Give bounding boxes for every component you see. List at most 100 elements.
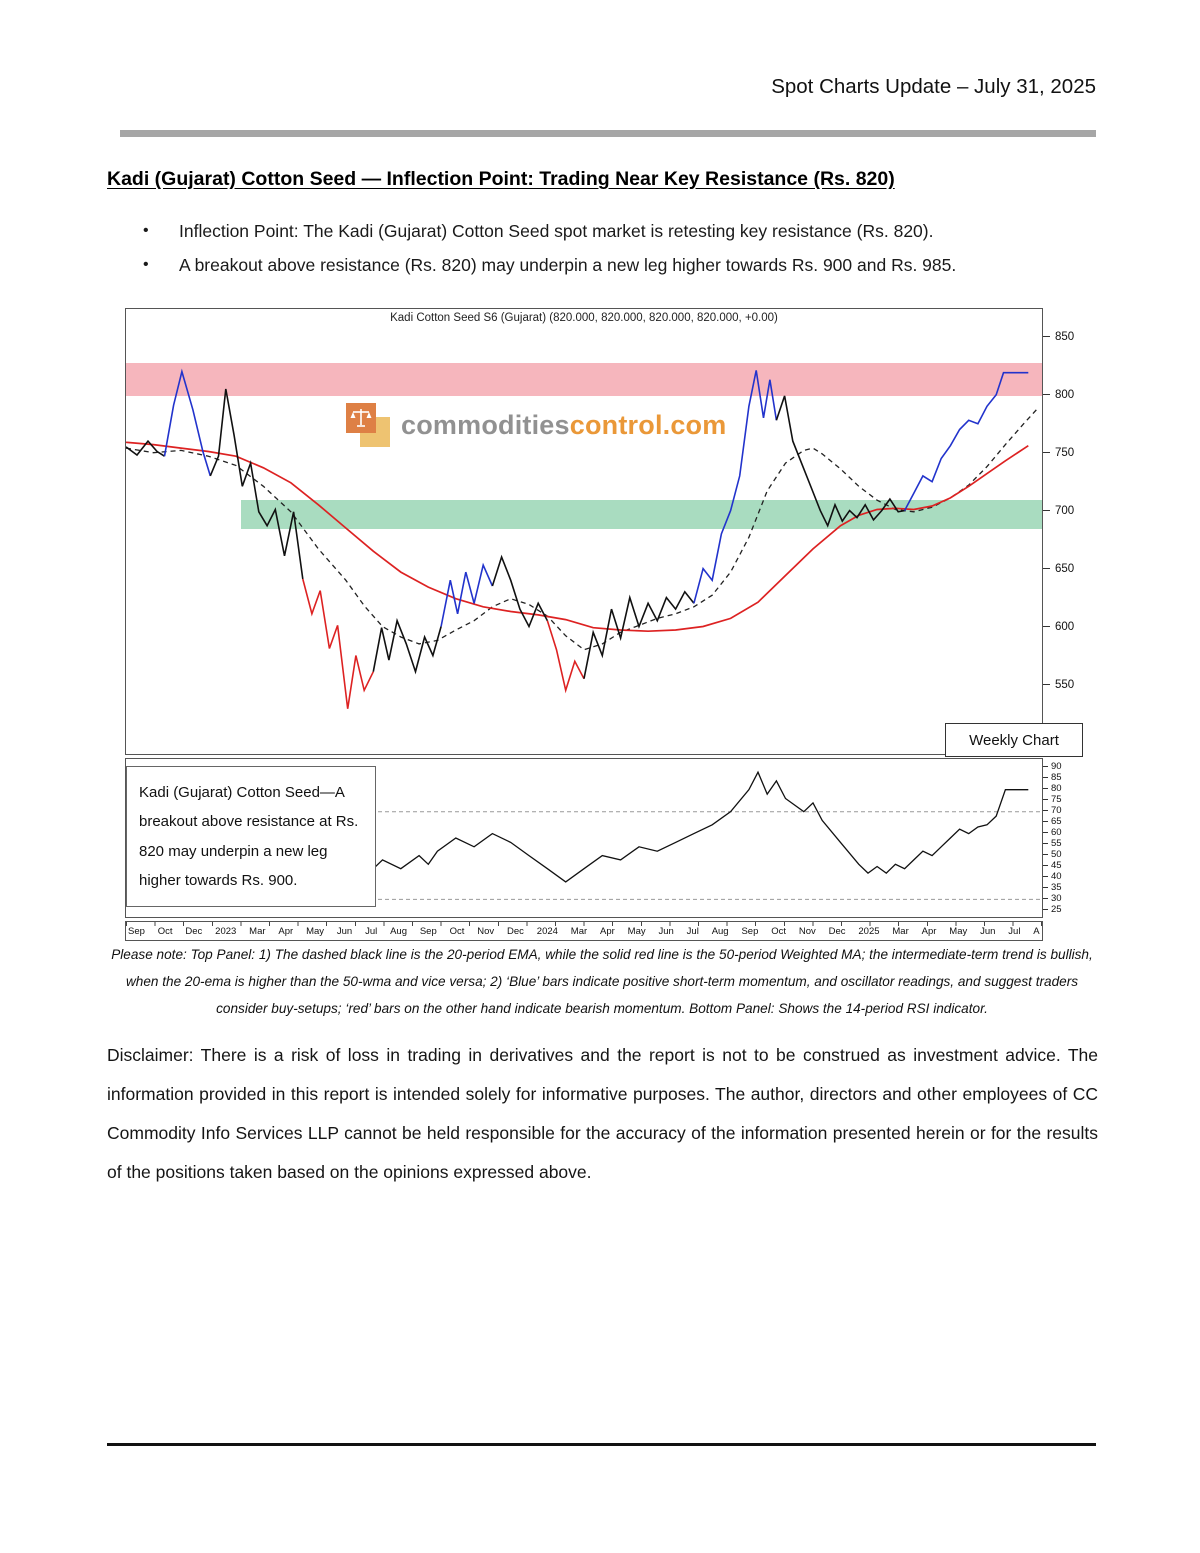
price-line-segment	[903, 371, 1029, 511]
x-axis-label: Jun	[336, 926, 353, 937]
price-tick-750: 750	[1043, 445, 1074, 461]
scales-icon	[350, 409, 372, 427]
bullet-text: A breakout above resistance (Rs. 820) ma…	[179, 255, 957, 275]
price-tick-700: 700	[1043, 503, 1074, 519]
rsi-tick-25: 25	[1043, 904, 1062, 915]
x-axis-label: Aug	[711, 926, 729, 937]
weekly-chart-label: Weekly Chart	[945, 723, 1083, 757]
x-axis-label: Jun	[980, 926, 996, 937]
rsi-tick-65: 65	[1043, 816, 1062, 827]
price-tick-650: 650	[1043, 561, 1074, 577]
x-axis-label: Apr	[921, 926, 937, 937]
price-line-segment	[491, 554, 549, 629]
x-axis: Sep Oct Dec 2023 Mar Apr May Jun Jul Aug Sep Oct Nov…	[125, 921, 1043, 941]
x-axis-label: Dec	[507, 926, 524, 937]
x-axis-label: Nov	[798, 926, 816, 937]
watermark: commoditiescontrol.com	[344, 401, 726, 449]
x-axis-label: Jul	[365, 926, 378, 937]
price-tick-600: 600	[1043, 619, 1074, 635]
price-line-segment	[583, 590, 695, 679]
watermark-part1: commodities	[401, 409, 570, 440]
x-axis-label: Aug	[390, 926, 407, 937]
price-line-segment	[209, 388, 304, 580]
x-axis-label: Oct	[157, 926, 173, 937]
rsi-tick-70: 70	[1043, 805, 1062, 816]
rsi-tick-35: 35	[1043, 882, 1062, 893]
bullet-item: • Inflection Point: The Kadi (Gujarat) C…	[143, 221, 956, 242]
resistance-zone	[126, 363, 1042, 396]
price-line-segment	[372, 617, 442, 675]
price-line-segment	[126, 439, 165, 457]
rsi-tick-80: 80	[1043, 783, 1062, 794]
price-line-segment	[440, 562, 494, 627]
bullet-item: • A breakout above resistance (Rs. 820) …	[143, 255, 956, 276]
section-heading: Kadi (Gujarat) Cotton Seed — Inflection …	[107, 168, 895, 190]
price-line-segment	[693, 370, 778, 604]
x-axis-label: Apr	[600, 926, 615, 937]
x-axis-label: Mar	[249, 926, 266, 937]
weekly-chart-text: Weekly Chart	[969, 731, 1059, 749]
x-axis-label: 2025	[858, 926, 880, 937]
rsi-tick-60: 60	[1043, 827, 1062, 838]
bullet-text: Inflection Point: The Kadi (Gujarat) Cot…	[179, 221, 934, 241]
rsi-tick-45: 45	[1043, 860, 1062, 871]
x-axis-label: Nov	[477, 926, 495, 937]
wma50-line	[126, 441, 1029, 633]
rsi-tick-50: 50	[1043, 849, 1062, 860]
x-axis-label: Mar	[570, 926, 588, 937]
rsi-tick-75: 75	[1043, 794, 1062, 805]
bottom-rule	[107, 1443, 1096, 1446]
x-axis-label: Oct	[449, 926, 465, 937]
x-axis-label: Jun	[658, 926, 674, 937]
x-axis-label: Apr	[278, 926, 294, 937]
rsi-tick-90: 90	[1043, 761, 1062, 772]
disclaimer: Disclaimer: There is a risk of loss in t…	[107, 1045, 1098, 1182]
price-axis: 850 800 750 700 650 600 550	[1043, 308, 1085, 755]
x-axis-label: May	[306, 926, 325, 937]
bullet-dot: •	[143, 256, 149, 273]
x-axis-label: Sep	[128, 926, 145, 937]
watermark-part2: control.com	[569, 409, 727, 440]
chart-title: Kadi Cotton Seed S6 (Gujarat) (820.000, …	[390, 312, 778, 324]
header-divider	[120, 130, 1096, 137]
rsi-tick-55: 55	[1043, 838, 1062, 849]
x-axis-label: Sep	[419, 926, 437, 937]
price-line-segment	[163, 368, 212, 477]
bullet-list: • Inflection Point: The Kadi (Gujarat) C…	[143, 221, 956, 289]
rsi-tick-30: 30	[1043, 893, 1062, 904]
price-tick-800: 800	[1043, 387, 1074, 403]
price-chart: Kadi Cotton Seed S6 (Gujarat) (820.000, …	[125, 308, 1085, 942]
x-axis-label: Jul	[1008, 926, 1021, 937]
price-tick-850: 850	[1043, 329, 1074, 345]
rsi-tick-85: 85	[1043, 772, 1062, 783]
x-axis-label: Sep	[741, 926, 759, 937]
x-axis-ticks	[126, 922, 1042, 926]
commoditiescontrol-logo	[344, 401, 392, 449]
price-line-segment	[775, 395, 905, 528]
rsi-axis: 90 85 80 75 70 65 60 55 50 45 40 35 30 25	[1043, 758, 1077, 918]
price-svg	[126, 368, 1038, 709]
x-axis-label: Dec	[185, 926, 203, 937]
x-axis-label: May	[627, 926, 646, 937]
x-axis-label: 2023	[215, 926, 237, 937]
x-axis-label: Oct	[771, 926, 786, 937]
bullet-dot: •	[143, 222, 149, 239]
chart-note: Please note: Top Panel: 1) The dashed bl…	[111, 947, 1093, 1017]
x-axis-label: A	[1033, 926, 1040, 937]
price-tick-550: 550	[1043, 677, 1074, 693]
rsi-tick-40: 40	[1043, 871, 1062, 882]
ema20-line	[126, 408, 1038, 651]
x-axis-labels: Sep Oct Dec 2023 Mar Apr May Jun Jul Aug Sep Oct Nov…	[126, 926, 1042, 937]
report-header: Spot Charts Update – July 31, 2025	[771, 75, 1096, 99]
x-axis-label: 2024	[536, 926, 558, 937]
x-axis-label: Jul	[686, 926, 699, 937]
report-title: Spot Charts Update – July 31, 2025	[771, 75, 1096, 98]
x-axis-label: May	[949, 926, 968, 937]
watermark-text: commoditiescontrol.com	[401, 410, 726, 441]
chart-main-panel: Kadi Cotton Seed S6 (Gujarat) (820.000, …	[125, 308, 1043, 755]
x-axis-label: Dec	[828, 926, 846, 937]
price-line-segment	[546, 620, 585, 694]
chart-annotation: Kadi (Gujarat) Cotton Seed—A breakout ab…	[126, 766, 376, 907]
price-line-segment	[302, 578, 375, 709]
